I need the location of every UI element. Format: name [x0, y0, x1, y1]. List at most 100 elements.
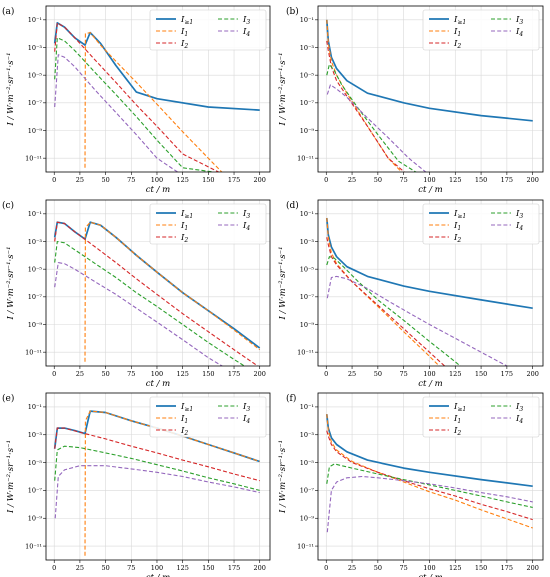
panel-label: (b): [286, 6, 299, 17]
x-tick-label: 100: [151, 564, 163, 572]
x-tick-label: 100: [423, 370, 435, 378]
legend-entry: I4: [515, 414, 523, 425]
legend-entry-subscript: 3: [246, 19, 250, 26]
legend-entry: I4: [242, 27, 250, 38]
x-axis-label: ct / m: [418, 379, 443, 389]
series-line-I4: [326, 84, 427, 172]
y-axis-label: I / W·m⁻²·sr⁻¹·s⁻¹: [6, 440, 16, 514]
y-axis-label: I / W·m⁻²·sr⁻¹·s⁻¹: [6, 53, 16, 127]
series-group: [53, 22, 260, 172]
series-line-I-ge-1: [325, 217, 533, 310]
series-line-I3: [54, 240, 246, 366]
y-tick-label: 10⁻¹: [300, 403, 315, 411]
y-tick-label: 10⁻³: [28, 431, 43, 439]
y-tick-label: 10⁻³: [300, 238, 315, 246]
y-tick-label: 10⁻⁹: [300, 127, 315, 135]
series-group: [53, 221, 261, 366]
x-tick-label: 125: [176, 564, 188, 572]
y-tick-label: 10⁻⁵: [28, 71, 43, 79]
x-tick-label: 125: [449, 370, 461, 378]
x-tick-label: 200: [526, 370, 538, 378]
series-line-I4: [54, 262, 224, 366]
legend-entry-subscript: 4: [245, 225, 250, 232]
y-tick-label: 10⁻¹: [28, 210, 43, 218]
plot-frame: [45, 392, 271, 561]
series-line-I4: [326, 475, 533, 533]
chart-panel-a: 0 25 50 75 100 125 150 175 200 10⁻¹¹ 10⁻⁹ 10⁻⁷ 10⁻⁵ 1…: [2, 5, 271, 195]
chart-panel-f: 0 25 50 75 100 125 150 175 200 10⁻¹¹ 10⁻⁹ 10⁻⁷ 10⁻⁵ 1…: [278, 392, 544, 577]
y-tick-label: 10⁻¹: [28, 403, 43, 411]
x-tick-label: 200: [526, 176, 538, 184]
series-line-I1: [326, 414, 533, 529]
x-tick-label: 75: [400, 370, 408, 378]
x-tick-label: 75: [400, 564, 408, 572]
x-tick-label: 175: [228, 176, 240, 184]
x-tick-label: 175: [501, 370, 513, 378]
x-tick-label: 0: [52, 564, 56, 572]
panel-label: (d): [286, 200, 299, 211]
series-group: [53, 410, 260, 556]
x-tick-label: 175: [501, 176, 513, 184]
legend-box: [422, 396, 540, 438]
y-tick-label: 10⁻⁹: [28, 321, 43, 329]
y-tick-label: 10⁻⁷: [300, 487, 315, 495]
y-tick-label: 10⁻¹¹: [297, 154, 314, 162]
chart-panel-d: 0 25 50 75 100 125 150 175 200 10⁻¹¹ 10⁻⁹ 10⁻⁷ 10⁻⁵ 1…: [278, 199, 544, 389]
plot-frame: [45, 199, 271, 367]
legend-entry: I≥1: [453, 15, 466, 26]
y-tick-label: 10⁻⁵: [300, 459, 315, 467]
x-tick-label: 125: [176, 370, 188, 378]
x-tick-label: 150: [202, 564, 214, 572]
x-tick-label: 75: [127, 564, 135, 572]
legend-box: [149, 396, 267, 438]
panel-label: (f): [286, 393, 296, 404]
series-group: [325, 414, 533, 533]
x-tick-label: 125: [176, 176, 188, 184]
x-axis-label: ct / m: [146, 379, 171, 389]
legend-entry: I4: [242, 221, 250, 232]
y-tick-label: 10⁻⁹: [300, 515, 315, 523]
x-axis-label: ct / m: [146, 185, 171, 195]
series-line-I3: [326, 63, 417, 172]
panel-label: (a): [2, 6, 14, 17]
legend-entry-subscript: 3: [519, 213, 523, 220]
x-tick-label: 0: [324, 176, 328, 184]
legend-entry-subscript: 3: [519, 19, 523, 26]
x-tick-label: 125: [449, 564, 461, 572]
legend-box: [149, 203, 267, 245]
series-line-I-ge-1: [53, 22, 260, 111]
x-tick-label: 100: [423, 564, 435, 572]
x-tick-label: 100: [151, 370, 163, 378]
y-axis-label: I / W·m⁻²·sr⁻¹·s⁻¹: [278, 53, 288, 127]
legend-entry: I1: [453, 414, 461, 425]
legend-entry-subscript: 2: [456, 237, 461, 244]
series-line-I2: [54, 221, 259, 366]
series-group: [325, 217, 533, 366]
legend-entry-subscript: ≥1: [457, 19, 466, 26]
legend-entry-subscript: ≥1: [184, 406, 193, 413]
x-tick-label: 25: [76, 370, 84, 378]
legend-entry-subscript: 3: [246, 406, 250, 413]
plot-frame: [317, 392, 544, 561]
legend-box: [422, 203, 540, 245]
legend-entry-subscript: 2: [183, 237, 188, 244]
series-line-I4: [54, 54, 178, 172]
plot-frame: [45, 5, 271, 173]
series-group: [325, 19, 533, 172]
x-tick-label: 175: [501, 564, 513, 572]
legend-entry-subscript: 4: [518, 418, 523, 425]
legend-entry-subscript: 1: [184, 225, 188, 232]
x-tick-label: 75: [127, 370, 135, 378]
legend-entry: I2: [180, 233, 188, 244]
y-tick-label: 10⁻¹¹: [297, 542, 314, 550]
panel-label: (c): [2, 200, 14, 211]
x-tick-label: 50: [374, 564, 382, 572]
x-tick-label: 150: [475, 564, 487, 572]
legend-entry: I3: [515, 402, 523, 413]
x-tick-label: 0: [52, 176, 56, 184]
x-tick-label: 50: [101, 564, 109, 572]
